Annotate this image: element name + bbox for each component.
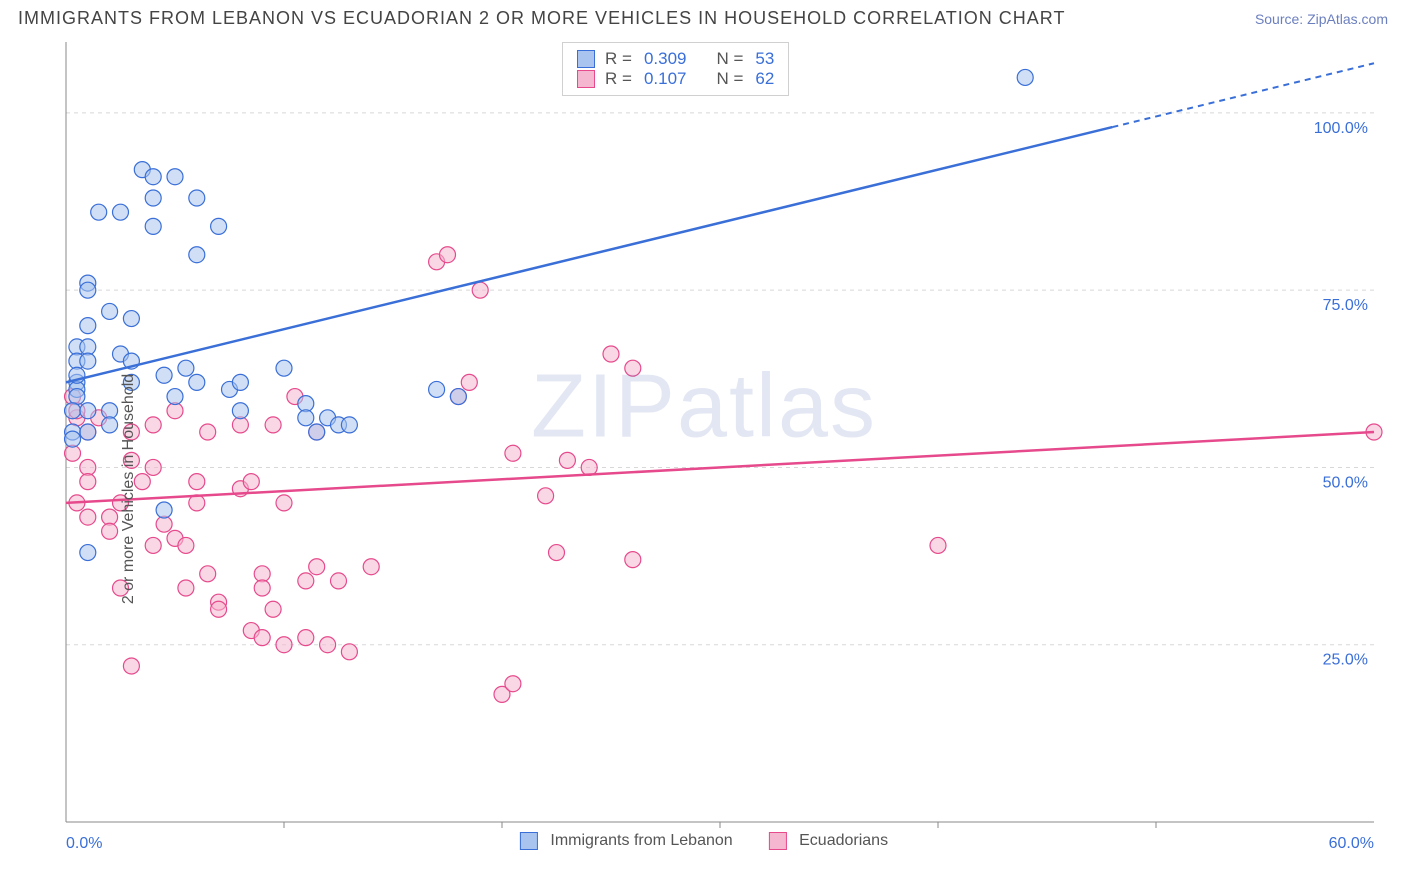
svg-text:75.0%: 75.0% [1323, 297, 1368, 314]
legend-item-series1: Immigrants from Lebanon [520, 832, 733, 850]
svg-text:0.0%: 0.0% [66, 835, 102, 852]
legend-swatch-icon [520, 832, 538, 850]
legend-row-series1: R = 0.309 N = 53 [577, 49, 774, 69]
legend-item-series2: Ecuadorians [769, 832, 888, 850]
y-axis-label: 2 or more Vehicles in Household [120, 374, 138, 604]
svg-text:50.0%: 50.0% [1323, 474, 1368, 491]
legend-swatch-icon [769, 832, 787, 850]
legend-row-series2: R = 0.107 N = 62 [577, 69, 774, 89]
chart-title: IMMIGRANTS FROM LEBANON VS ECUADORIAN 2 … [18, 8, 1065, 29]
series-legend: Immigrants from Lebanon Ecuadorians [520, 832, 888, 850]
svg-text:100.0%: 100.0% [1314, 120, 1368, 137]
correlation-legend: R = 0.309 N = 53 R = 0.107 N = 62 [562, 42, 789, 96]
svg-text:25.0%: 25.0% [1323, 652, 1368, 669]
legend-swatch-series1 [577, 50, 595, 68]
legend-swatch-series2 [577, 70, 595, 88]
chart-container: 25.0%50.0%75.0%100.0%0.0%60.0% ZIPatlas … [14, 38, 1394, 858]
svg-text:60.0%: 60.0% [1329, 835, 1374, 852]
source-label: Source: ZipAtlas.com [1255, 11, 1388, 27]
scatter-chart: 25.0% 50.0% 75.0% 100.0% 0.0% 60.0% [14, 38, 1394, 858]
